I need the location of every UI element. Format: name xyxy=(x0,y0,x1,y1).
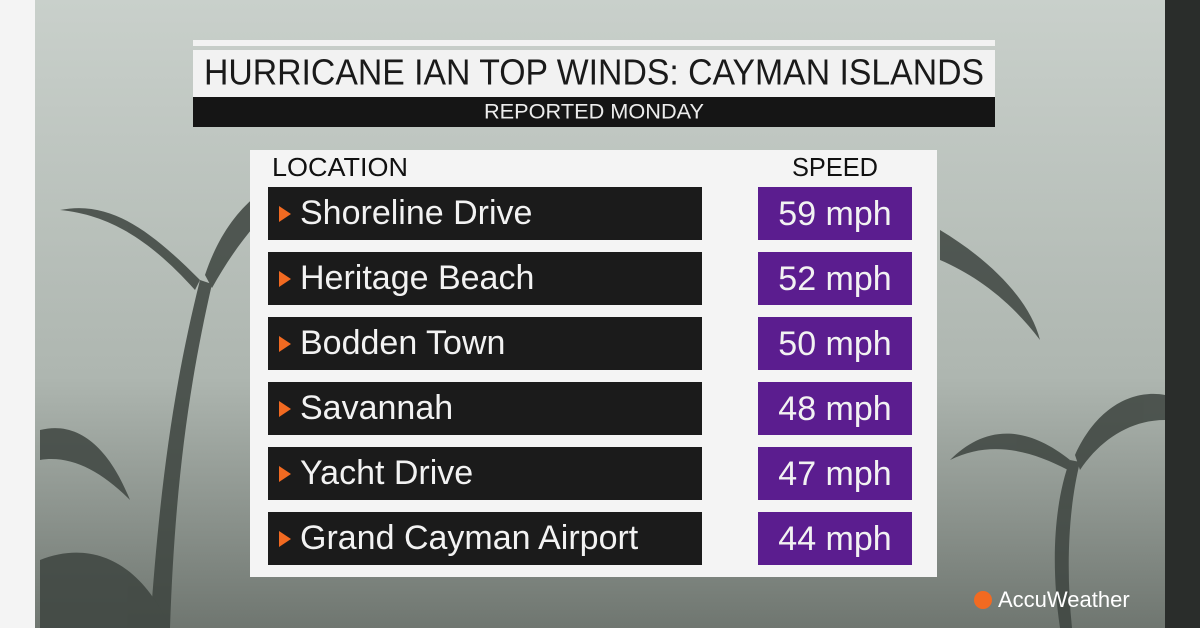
speed: 48 mph xyxy=(778,390,891,428)
location-box xyxy=(268,447,702,500)
title-box xyxy=(193,50,995,97)
speed-box xyxy=(758,447,912,500)
speed-box xyxy=(758,252,912,305)
column-header: LOCATION xyxy=(272,152,408,182)
brand-logo xyxy=(974,591,992,609)
speed-box xyxy=(758,317,912,370)
subtitle-bar xyxy=(193,97,995,127)
speed: 47 mph xyxy=(778,455,891,493)
location: Grand Cayman Airport xyxy=(300,519,639,557)
title: HURRICANE IAN TOP WINDS: CAYMAN ISLANDS xyxy=(204,52,984,93)
location: Shoreline Drive xyxy=(300,194,532,232)
table-rows: Shoreline Drive 59 mph Heritage Beach 52 mp… xyxy=(268,187,912,565)
bullet-arrow xyxy=(279,206,291,222)
location: Yacht Drive xyxy=(300,454,473,492)
bullet-arrow xyxy=(279,466,291,482)
column-header: SPEED xyxy=(792,152,878,182)
brand: AccuWeather xyxy=(998,587,1130,612)
palm-silhouettes xyxy=(40,160,1165,628)
speed: 52 mph xyxy=(778,260,891,298)
bullet-arrow xyxy=(279,336,291,352)
title-rule xyxy=(193,40,995,46)
location: Heritage Beach xyxy=(300,259,534,297)
speed-box xyxy=(758,187,912,240)
location: Bodden Town xyxy=(300,324,505,362)
speed: 59 mph xyxy=(778,195,891,233)
subtitle: REPORTED MONDAY xyxy=(484,101,704,124)
location-box xyxy=(268,512,702,565)
bullet-arrow xyxy=(279,531,291,547)
bullet-arrow xyxy=(279,401,291,417)
location-box xyxy=(268,252,702,305)
speed: 44 mph xyxy=(778,520,891,558)
location: Savannah xyxy=(300,389,453,427)
speed: 50 mph xyxy=(778,325,891,363)
location-box xyxy=(268,382,702,435)
speed-box xyxy=(758,512,912,565)
location-box xyxy=(268,317,702,370)
bullet-arrow xyxy=(279,271,291,287)
frame-edge xyxy=(1165,0,1200,628)
speed-box xyxy=(758,382,912,435)
location-box xyxy=(268,187,702,240)
